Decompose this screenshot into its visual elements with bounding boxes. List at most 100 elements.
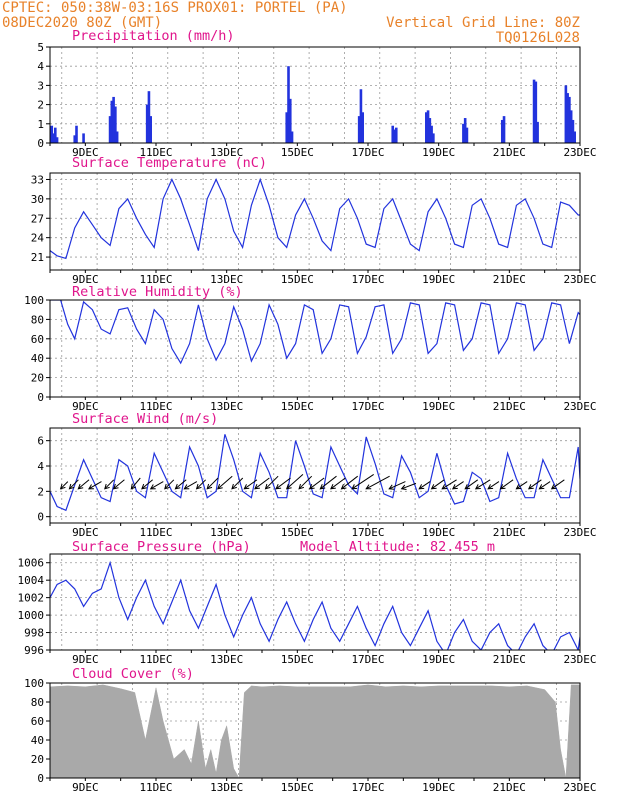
header-line1: CPTEC: 050:38W-03:16S PROX01: PORTEL (PA… — [2, 0, 348, 16]
x-tick-label: 21DEC — [493, 781, 526, 794]
x-tick-label: 17DEC — [351, 526, 384, 539]
wind-arrow-shaft — [418, 481, 431, 490]
precip-bar — [114, 106, 117, 143]
wind-arrow-shaft — [309, 477, 325, 490]
panel-data — [50, 560, 580, 650]
wind-arrow-shaft — [475, 479, 491, 490]
wind-arrow-head — [77, 483, 84, 490]
precip-bar — [52, 133, 55, 143]
x-tick-label: 15DEC — [281, 146, 314, 159]
x-tick-label: 13DEC — [210, 273, 243, 286]
wind-arrow-shaft — [500, 479, 514, 490]
wind-arrow-shaft — [60, 481, 69, 490]
x-tick-label: 21DEC — [493, 400, 526, 413]
y-tick-label: 80 — [31, 313, 44, 326]
x-tick-label: 17DEC — [351, 146, 384, 159]
wind-arrow-shaft — [298, 475, 313, 490]
temp-line — [50, 177, 580, 260]
wind-arrow-shaft — [164, 479, 175, 490]
precip-bar — [502, 116, 506, 143]
wind-arrow-shaft — [184, 481, 198, 490]
wind-arrow-head — [400, 484, 407, 490]
precip-bar — [149, 116, 152, 143]
wind-arrow-head — [351, 484, 358, 490]
precip-bar — [115, 131, 119, 143]
panel-data — [50, 177, 580, 260]
wind-arrow-shaft — [388, 481, 406, 490]
x-tick-label: 15DEC — [281, 781, 314, 794]
x-tick-label: 19DEC — [422, 653, 455, 666]
precip-bar — [75, 125, 78, 143]
precip-bar — [425, 112, 428, 143]
x-tick-label: 19DEC — [422, 400, 455, 413]
x-tick-label: 23DEC — [563, 781, 596, 794]
wind-arrow-head — [527, 484, 534, 490]
precip-bar — [462, 123, 465, 143]
panel-data — [50, 434, 580, 512]
wind-arrow-shaft — [319, 475, 337, 490]
wind-arrow-head — [231, 483, 237, 490]
wind-arrow-head — [183, 484, 190, 490]
wind-arrow-shaft — [516, 481, 528, 490]
x-tick-label: 21DEC — [493, 273, 526, 286]
x-tick-label: 19DEC — [422, 526, 455, 539]
x-tick-label: 13DEC — [210, 400, 243, 413]
wind-arrow-head — [141, 483, 147, 490]
x-tick-label: 9DEC — [72, 146, 99, 159]
wind-arrow-head — [388, 484, 395, 490]
x-tick-label: 9DEC — [72, 526, 99, 539]
wind-arrow-head — [275, 483, 282, 490]
x-tick-label: 17DEC — [351, 273, 384, 286]
wind-arrow-head — [418, 484, 425, 490]
precip-bar — [290, 131, 294, 143]
wind-arrow-head — [206, 483, 213, 490]
wind-arrow-head — [330, 483, 336, 490]
wind-arrow-head — [174, 483, 181, 490]
y-tick-label: 40 — [31, 734, 44, 747]
panel-humidity: Relative Humidity (%) 0 20 40 60 80 100 9DEC 11D… — [24, 284, 596, 413]
y-tick-label: 40 — [31, 352, 44, 365]
y-tick-label: 21 — [31, 251, 44, 264]
y-tick-label: 5 — [37, 41, 44, 54]
panel-precip: Precipitation (mm/h) 0 1 2 3 4 5 9DEC 11DEC 13DEC… — [37, 28, 596, 159]
precip-bar — [147, 91, 151, 143]
wind-arrow-head — [195, 483, 202, 490]
panel-title: Surface Wind (m/s) — [72, 411, 218, 427]
precip-bar — [285, 112, 289, 143]
y-tick-label: 2 — [37, 485, 44, 498]
wind-arrow-head — [149, 484, 156, 490]
wind-arrow-head — [499, 484, 506, 490]
x-tick-label: 19DEC — [422, 781, 455, 794]
wind-arrow-head — [285, 483, 292, 490]
x-tick-label: 19DEC — [422, 146, 455, 159]
precip-bar — [82, 133, 85, 143]
wind-arrow-head — [550, 484, 557, 490]
x-tick-label: 17DEC — [351, 653, 384, 666]
wind-arrow-shaft — [365, 475, 390, 490]
precip-bar — [568, 96, 571, 143]
x-tick-label: 19DEC — [422, 273, 455, 286]
precip-bar — [108, 116, 112, 143]
x-tick-label: 11DEC — [139, 400, 172, 413]
precip-bar — [393, 129, 396, 143]
wind-arrow-head — [68, 483, 75, 490]
wind-arrow-head — [451, 484, 458, 490]
precip-bar — [465, 127, 469, 143]
precip-bar — [573, 131, 576, 143]
precip-bar — [394, 127, 398, 143]
precip-bar — [566, 93, 569, 143]
wind-arrow-shaft — [351, 473, 374, 490]
x-tick-label: 17DEC — [351, 400, 384, 413]
panel-title: Surface Temperature (nC) — [72, 155, 267, 171]
precip-bar — [500, 119, 504, 143]
wind-arrow-head — [216, 483, 223, 490]
wind-arrow-head — [104, 483, 110, 490]
y-tick-label: 30 — [31, 193, 44, 206]
wind-arrow-shaft — [551, 479, 565, 490]
wind-arrow-shaft — [401, 482, 417, 490]
panel-frame — [49, 553, 581, 651]
wind-arrow-head — [308, 483, 315, 490]
precip-bar — [463, 118, 467, 143]
y-tick-label: 1002 — [18, 592, 45, 605]
x-tick-label: 15DEC — [281, 400, 314, 413]
